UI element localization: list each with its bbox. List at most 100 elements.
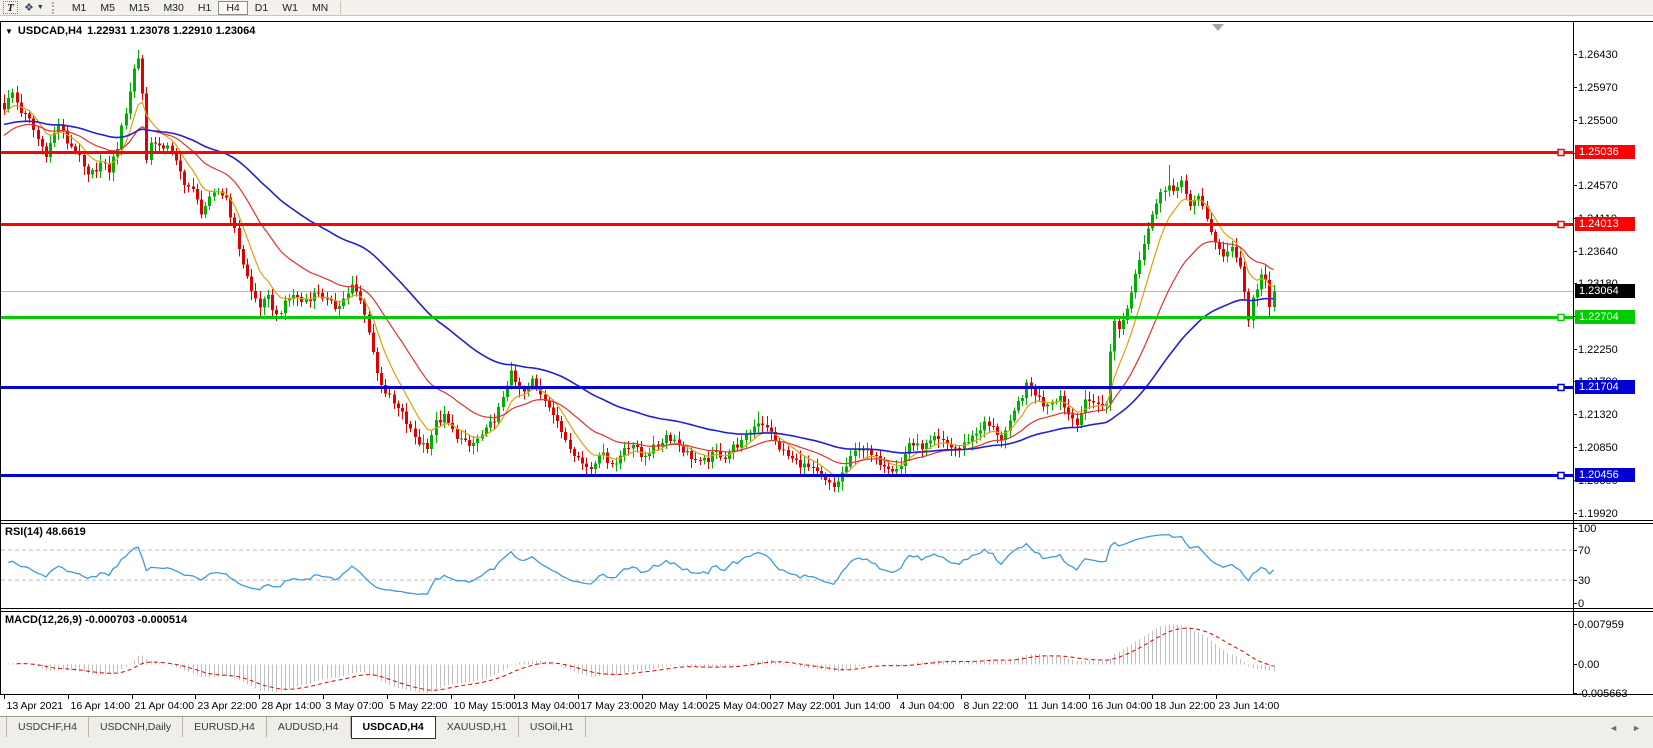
timeframe-button-m15[interactable]: M15 xyxy=(129,1,150,14)
timeframe-button-mn[interactable]: MN xyxy=(311,1,329,14)
toolbar-grip xyxy=(51,1,59,14)
symbol-dropdown-icon[interactable]: ▼ xyxy=(5,27,13,36)
svg-text:0.007959: 0.007959 xyxy=(1578,619,1624,631)
svg-text:1.24570: 1.24570 xyxy=(1578,180,1618,192)
chart-shift-marker-icon xyxy=(1212,24,1224,31)
symbol-tabs: USDCHF,H4 USDCNH,Daily EURUSD,H4 AUDUSD,H4 U… xyxy=(6,716,586,739)
chart-symbol-label: USDCAD,H4 xyxy=(17,25,83,37)
svg-text:30: 30 xyxy=(1578,575,1590,587)
panel-frames xyxy=(0,21,1653,695)
time-label: 4 Jun 04:00 xyxy=(900,700,955,712)
current-price-label: 1.23064 xyxy=(1575,284,1635,298)
svg-text:0.00: 0.00 xyxy=(1578,659,1599,671)
timeframe-button-w1[interactable]: W1 xyxy=(282,1,298,14)
hline-resistance-2[interactable] xyxy=(1,220,1574,229)
svg-text:100: 100 xyxy=(1578,523,1596,535)
time-label: 18 Jun 22:00 xyxy=(1155,700,1216,712)
svg-text:1.23640: 1.23640 xyxy=(1578,246,1618,258)
svg-text:70: 70 xyxy=(1578,545,1590,557)
chart-ohlc-values: 1.22931 1.23078 1.22910 1.23064 xyxy=(87,25,256,37)
svg-text:1.26430: 1.26430 xyxy=(1578,49,1618,61)
price-label-support-blue-1[interactable]: 1.21704 xyxy=(1575,380,1635,394)
tab-usdcad-h4[interactable]: USDCAD,H4 xyxy=(350,716,436,739)
svg-text:0: 0 xyxy=(1578,598,1584,610)
time-label: 13 Apr 2021 xyxy=(7,700,64,712)
time-label: 27 May 22:00 xyxy=(773,700,837,712)
svg-text:1.25500: 1.25500 xyxy=(1578,115,1618,127)
chevron-down-icon: ▼ xyxy=(36,4,44,11)
hline-handle-resistance-2[interactable] xyxy=(1557,220,1565,229)
tab-usdchf-h4[interactable]: USDCHF,H4 xyxy=(6,717,89,737)
tab-scroll-right-icon[interactable]: ► xyxy=(1632,723,1641,733)
macd-indicator-label: MACD(12,26,9) -0.000703 -0.000514 xyxy=(5,614,188,626)
svg-text:1.21320: 1.21320 xyxy=(1578,409,1618,421)
time-label: 5 May 22:00 xyxy=(390,700,448,712)
hline-handle-support-green[interactable] xyxy=(1557,313,1565,322)
tab-xauusd-h1[interactable]: XAUUSD,H1 xyxy=(436,717,519,737)
hline-handle-resistance-1[interactable] xyxy=(1557,148,1565,157)
svg-text:1.22250: 1.22250 xyxy=(1578,344,1618,356)
timeframe-button-m5[interactable]: M5 xyxy=(100,1,115,14)
hline-handle-support-blue-2[interactable] xyxy=(1557,471,1565,480)
rsi-indicator-label: RSI(14) 48.6619 xyxy=(5,526,86,538)
time-label: 23 Apr 22:00 xyxy=(198,700,258,712)
svg-text:-0.005663: -0.005663 xyxy=(1578,688,1628,700)
timeframe-button-group: M1 M5 M15 M30 H1 H4 D1 W1 MN xyxy=(65,0,335,15)
hline-handle-support-blue-1[interactable] xyxy=(1557,383,1565,392)
rsi-line xyxy=(8,533,1275,596)
timeframe-button-d1[interactable]: D1 xyxy=(254,1,269,14)
time-label: 16 Jun 04:00 xyxy=(1092,700,1153,712)
time-label: 13 May 04:00 xyxy=(517,700,581,712)
timeframe-button-m30[interactable]: M30 xyxy=(163,1,184,14)
time-label: 20 May 14:00 xyxy=(645,700,709,712)
candlestick-series xyxy=(3,50,1276,493)
price-label-resistance-2[interactable]: 1.24013 xyxy=(1575,217,1635,231)
hline-support-blue-2[interactable] xyxy=(1,471,1574,480)
time-label: 16 Apr 14:00 xyxy=(71,700,131,712)
timeframe-button-h1[interactable]: H1 xyxy=(197,1,212,14)
tab-usoil-h1[interactable]: USOil,H1 xyxy=(519,717,586,737)
time-label: 11 Jun 14:00 xyxy=(1028,700,1088,712)
timeframe-button-m1[interactable]: M1 xyxy=(71,1,87,14)
toolbar-separator xyxy=(340,1,342,14)
tab-audusd-h4[interactable]: AUDUSD,H4 xyxy=(267,717,351,737)
svg-text:1.19920: 1.19920 xyxy=(1578,508,1618,520)
svg-text:1.20850: 1.20850 xyxy=(1578,442,1618,454)
tab-scroll-left-icon[interactable]: ◄ xyxy=(1609,723,1619,733)
time-axis: 13 Apr 2021 16 Apr 14:00 21 Apr 04:00 23 Ap… xyxy=(4,695,1280,712)
svg-text:1.25970: 1.25970 xyxy=(1578,82,1618,94)
time-label: 8 Jun 22:00 xyxy=(964,700,1019,712)
time-label: 23 Jun 14:00 xyxy=(1219,700,1280,712)
ma-fast-line xyxy=(3,101,1274,478)
time-label: 3 May 07:00 xyxy=(326,700,384,712)
price-label-support-blue-2[interactable]: 1.20456 xyxy=(1575,468,1635,482)
price-label-support-green[interactable]: 1.22704 xyxy=(1575,310,1635,324)
symbol-tabbar: USDCHF,H4 USDCNH,Daily EURUSD,H4 AUDUSD,H4 U… xyxy=(0,716,1653,748)
macd-signal-line xyxy=(16,627,1274,691)
time-label: 10 May 15:00 xyxy=(454,700,518,712)
time-label: 28 Apr 14:00 xyxy=(262,700,322,712)
time-label: 17 May 23:00 xyxy=(581,700,645,712)
time-label: 25 May 04:00 xyxy=(709,700,773,712)
rsi-axis-ticks: 100 70 30 0 xyxy=(1573,523,1596,610)
hline-support-green[interactable] xyxy=(1,313,1574,322)
macd-axis-ticks: 0.007959 0.00 -0.005663 xyxy=(1573,619,1628,700)
ma-slow-line xyxy=(3,120,1274,454)
hline-support-blue-1[interactable] xyxy=(1,383,1574,392)
toolbar: T ❖ ▼ M1 M5 M15 M30 H1 H4 D1 W1 MN xyxy=(0,0,1653,16)
time-label: 1 Jun 14:00 xyxy=(836,700,891,712)
draw-arrows-button[interactable]: ❖ ▼ xyxy=(24,1,44,14)
tab-eurusd-h4[interactable]: EURUSD,H4 xyxy=(183,717,267,737)
tab-usdcnh-daily[interactable]: USDCNH,Daily xyxy=(89,717,184,737)
ma-mid-line xyxy=(3,123,1274,465)
timeframe-button-h4[interactable]: H4 xyxy=(218,0,248,15)
draw-arrows-icon: ❖ xyxy=(24,2,34,14)
price-label-resistance-1[interactable]: 1.25036 xyxy=(1575,145,1635,159)
tab-scroll-arrows: ◄ ► xyxy=(1609,723,1641,733)
macd-histogram xyxy=(8,624,1275,693)
text-tool-button[interactable]: T xyxy=(3,1,18,14)
hline-resistance-1[interactable] xyxy=(1,148,1574,157)
chart-title: ▼ USDCAD,H4 1.22931 1.23078 1.22910 1.23… xyxy=(5,25,255,39)
